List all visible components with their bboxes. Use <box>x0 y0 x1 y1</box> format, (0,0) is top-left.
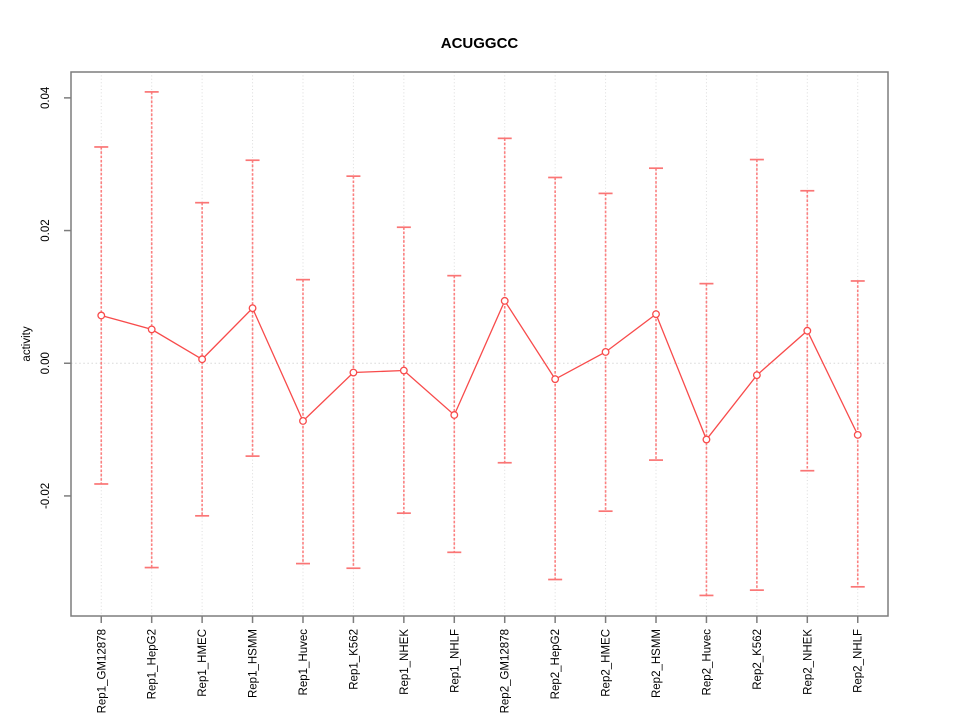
data-point-marker <box>198 355 207 364</box>
x-tick-label: Rep1_Huvec <box>298 629 310 696</box>
data-point-marker <box>248 304 257 313</box>
y-tick-label: 0.02 <box>40 219 52 241</box>
x-tick-label: Rep2_HSMM <box>651 629 663 698</box>
x-tick-label: Rep2_Huvec <box>701 629 713 696</box>
x-tick-label: Rep1_HSMM <box>248 629 260 698</box>
data-point-marker <box>652 310 660 319</box>
x-tick-label: Rep1_NHEK <box>399 629 411 695</box>
data-point-marker <box>752 371 761 380</box>
x-tick-label: Rep2_K562 <box>752 629 764 690</box>
x-tick-label: Rep2_HMEC <box>601 629 613 697</box>
x-tick-label: Rep1_HMEC <box>197 629 209 697</box>
data-point-marker <box>450 411 459 419</box>
plot-border <box>70 71 889 617</box>
x-tick-label: Rep1_HepG2 <box>147 629 159 699</box>
x-tick-label: Rep1_K562 <box>348 629 360 690</box>
y-tick-label: 0.00 <box>40 352 52 374</box>
data-point-marker <box>97 311 106 320</box>
data-point-marker <box>299 417 307 425</box>
chart-title: ACUGGCC <box>441 35 519 52</box>
y-tick-label: 0.04 <box>40 86 52 109</box>
series-line <box>101 299 859 441</box>
data-point-marker <box>853 430 862 439</box>
x-tick-label: Rep1_GM12878 <box>96 629 108 713</box>
x-tick-label: Rep2_GM12878 <box>500 629 512 713</box>
data-point-marker <box>500 296 509 305</box>
data-point-marker <box>349 368 358 377</box>
data-point-marker <box>803 326 812 335</box>
x-tick-label: Rep2_HepG2 <box>550 629 562 699</box>
data-point-marker <box>702 435 711 444</box>
x-tick-label: Rep2_NHLF <box>853 629 865 693</box>
x-tick-label: Rep1_NHLF <box>449 629 461 693</box>
x-tick-label: Rep2_NHEK <box>802 629 814 695</box>
data-point-marker <box>551 375 560 384</box>
y-axis-label: activity <box>21 326 33 361</box>
data-point-marker <box>399 366 408 375</box>
data-point-marker <box>601 348 610 356</box>
data-point-marker <box>147 325 156 334</box>
y-tick-label: -0.02 <box>40 483 52 509</box>
